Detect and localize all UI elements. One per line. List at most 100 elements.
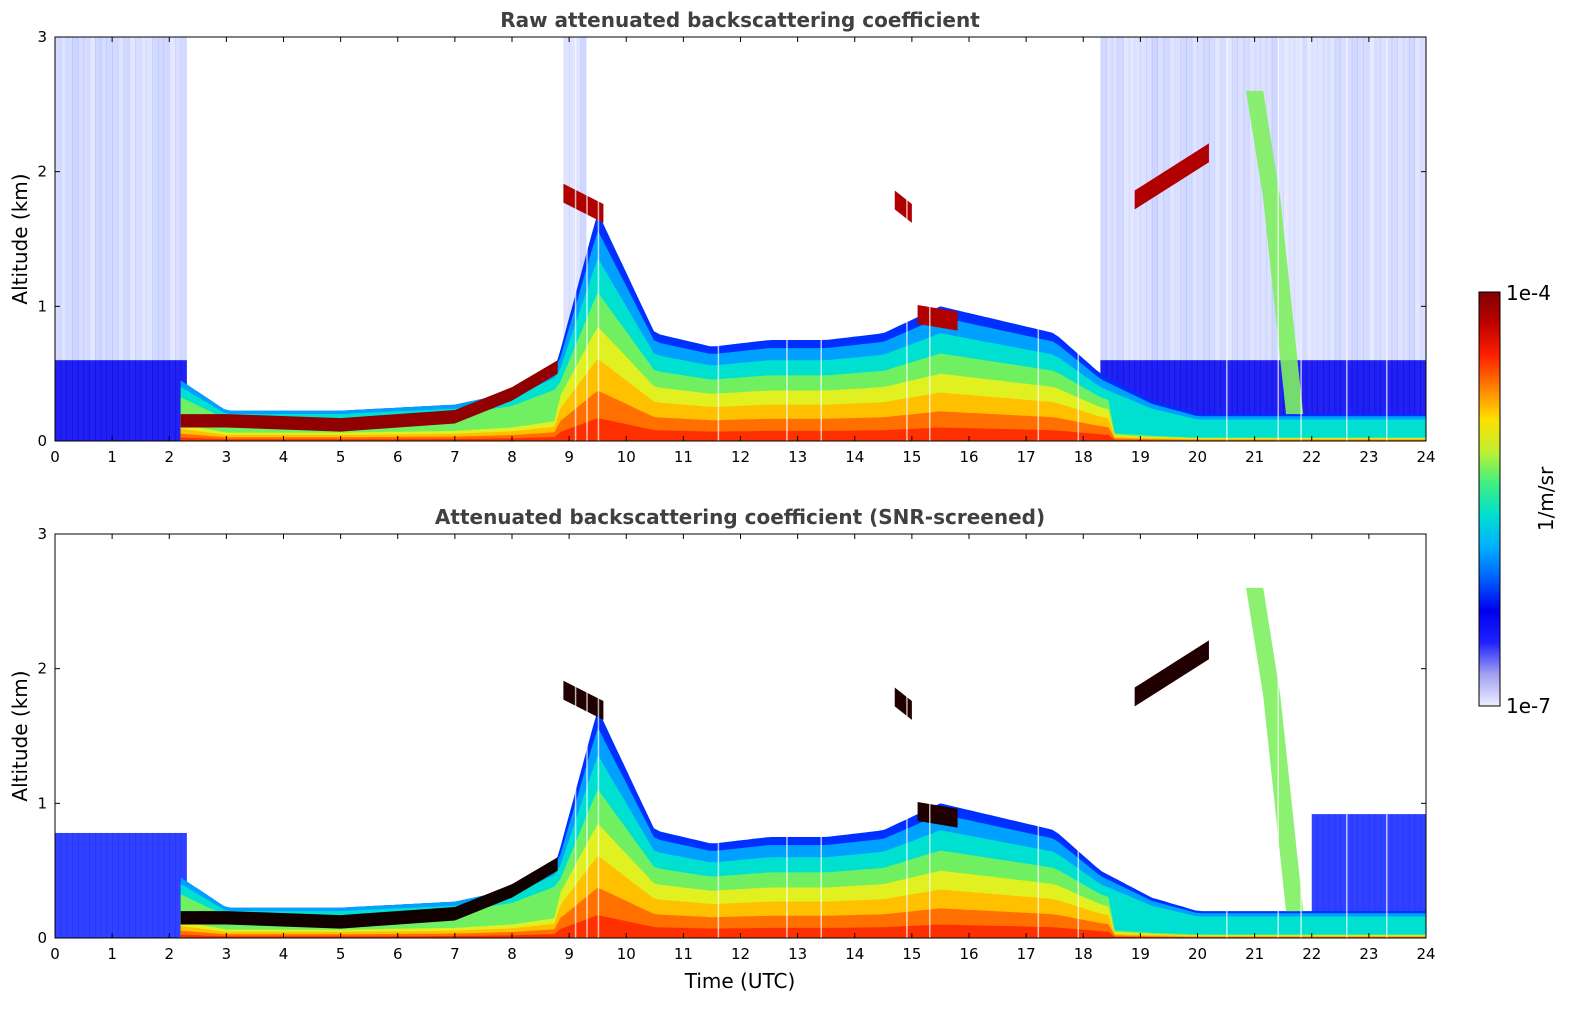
x-tick-label: 15 [902,945,921,963]
noise-column-low [1248,360,1256,441]
noise-column [1220,37,1227,441]
x-tick-label: 17 [1017,448,1036,466]
noise-column [1197,37,1204,441]
noise-column-low [1260,360,1267,441]
noise-column-low [77,360,85,441]
data-gap [906,37,908,441]
noise-column-low [66,360,73,441]
noise-column [77,37,85,441]
panel-screened-xlabel: Time (UTC) [684,969,796,993]
fallstreak [1246,90,1304,415]
noise-column [1397,37,1404,441]
screened-noise-column [1323,814,1330,938]
screened-noise-column [1380,814,1387,938]
noise-column-low [89,360,96,441]
noise-column-low [1157,360,1164,441]
x-tick-label: 11 [674,945,693,963]
data-gap [1300,534,1302,938]
data-gap [574,534,577,938]
x-tick-label: 5 [336,448,346,466]
noise-column-low [72,360,79,441]
x-tick-label: 19 [1131,448,1150,466]
screened-noise-column [72,832,79,938]
screened-noise-column [112,832,119,938]
noise-column [1317,37,1324,441]
x-tick-label: 14 [845,945,864,963]
x-tick-label: 5 [336,945,346,963]
data-gap [1386,534,1388,938]
colorbar-unit-label: 1/m/sr [1534,466,1558,531]
x-tick-label: 17 [1017,945,1036,963]
boundary-layer-band [180,230,1426,441]
cloud-top-layer [917,801,958,828]
noise-column-low [1408,360,1416,441]
screened-noise-column [152,832,159,938]
screened-noise-column [1317,814,1324,938]
y-tick-label: 2 [37,163,47,181]
low-cloud-layer [180,360,558,432]
x-tick-label: 18 [1074,448,1093,466]
noise-column-low [1300,360,1307,441]
x-tick-label: 22 [1302,448,1321,466]
cloud-top-layer [563,680,604,720]
noise-column-low [1363,360,1370,441]
x-tick-label: 6 [393,945,403,963]
noise-column-low [1203,360,1210,441]
data-gap [597,37,600,441]
noise-column-low [1226,360,1233,441]
noise-column-low [129,360,136,441]
screened-noise-column [1420,814,1426,938]
noise-column [1346,37,1353,441]
noise-column [106,37,113,441]
noise-column [1334,37,1341,441]
x-tick-label: 14 [845,448,864,466]
noise-column [1248,37,1256,441]
noise-column [1374,37,1381,441]
x-tick-label: 4 [279,448,289,466]
noise-column [1420,37,1426,441]
x-tick-label: 8 [507,945,517,963]
data-gap [1277,534,1279,938]
noise-column-low [1231,360,1238,441]
noise-column [1191,37,1198,441]
data-gap [586,37,588,441]
noise-column [66,37,73,441]
noise-column [117,37,125,441]
noise-column-low [174,360,182,441]
noise-column [563,37,570,441]
noise-column-low [1243,360,1250,441]
noise-column [129,37,136,441]
noise-column [1226,37,1233,441]
noise-column [1368,37,1376,441]
noise-column-low [1334,360,1341,441]
panel-raw-y-ticks: 0 1 2 3 [37,28,1426,450]
x-tick-label: 7 [450,945,460,963]
fallstreak [1246,587,1304,912]
noise-column [72,37,79,441]
panel-raw-x-ticks: 0 1 2 3 4 5 6 7 8 9 10 11 12 13 14 15 16 17 18 19 20 21 22 23 24 [50,37,1436,466]
noise-column [1357,37,1364,441]
noise-column-low [1151,360,1159,441]
panel-raw-heatmap [55,37,1426,441]
noise-column-low [1163,360,1170,441]
x-tick-label: 3 [222,448,232,466]
data-gap [1346,37,1348,441]
noise-column [1117,37,1124,441]
noise-column-low [112,360,119,441]
noise-column [1151,37,1159,441]
noise-column [1288,37,1296,441]
x-tick-label: 11 [674,448,693,466]
panel-screened-ylabel: Altitude (km) [8,670,32,801]
noise-column [1203,37,1210,441]
x-tick-label: 24 [1416,945,1435,963]
y-tick-label: 1 [37,794,47,812]
noise-column-low [1168,360,1176,441]
colorbar: 1e-4 1e-7 1/m/sr [1478,281,1558,718]
noise-column [1180,37,1187,441]
noise-column-low [117,360,125,441]
x-tick-label: 16 [959,945,978,963]
data-gap [786,37,788,441]
screened-noise-column [129,832,136,938]
noise-column [163,37,170,441]
